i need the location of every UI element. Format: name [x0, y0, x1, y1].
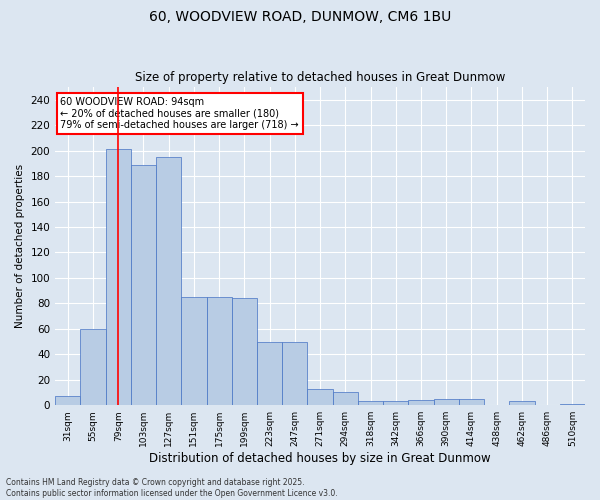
Bar — [80, 329, 106, 405]
Bar — [206, 297, 232, 405]
Text: 60 WOODVIEW ROAD: 94sqm
← 20% of detached houses are smaller (180)
79% of semi-d: 60 WOODVIEW ROAD: 94sqm ← 20% of detache… — [61, 96, 299, 130]
Bar — [106, 150, 131, 405]
Bar — [459, 399, 484, 405]
Y-axis label: Number of detached properties: Number of detached properties — [15, 164, 25, 328]
Bar — [181, 297, 206, 405]
Bar — [358, 402, 383, 405]
Bar — [560, 404, 585, 405]
Bar — [156, 157, 181, 405]
Text: 60, WOODVIEW ROAD, DUNMOW, CM6 1BU: 60, WOODVIEW ROAD, DUNMOW, CM6 1BU — [149, 10, 451, 24]
Bar — [55, 396, 80, 405]
Bar — [434, 399, 459, 405]
Bar — [131, 164, 156, 405]
Bar — [257, 342, 282, 405]
Bar — [409, 400, 434, 405]
Bar — [332, 392, 358, 405]
Bar — [509, 402, 535, 405]
Title: Size of property relative to detached houses in Great Dunmow: Size of property relative to detached ho… — [135, 72, 505, 85]
X-axis label: Distribution of detached houses by size in Great Dunmow: Distribution of detached houses by size … — [149, 452, 491, 465]
Bar — [307, 388, 332, 405]
Bar — [232, 298, 257, 405]
Bar — [282, 342, 307, 405]
Bar — [383, 402, 409, 405]
Text: Contains HM Land Registry data © Crown copyright and database right 2025.
Contai: Contains HM Land Registry data © Crown c… — [6, 478, 338, 498]
